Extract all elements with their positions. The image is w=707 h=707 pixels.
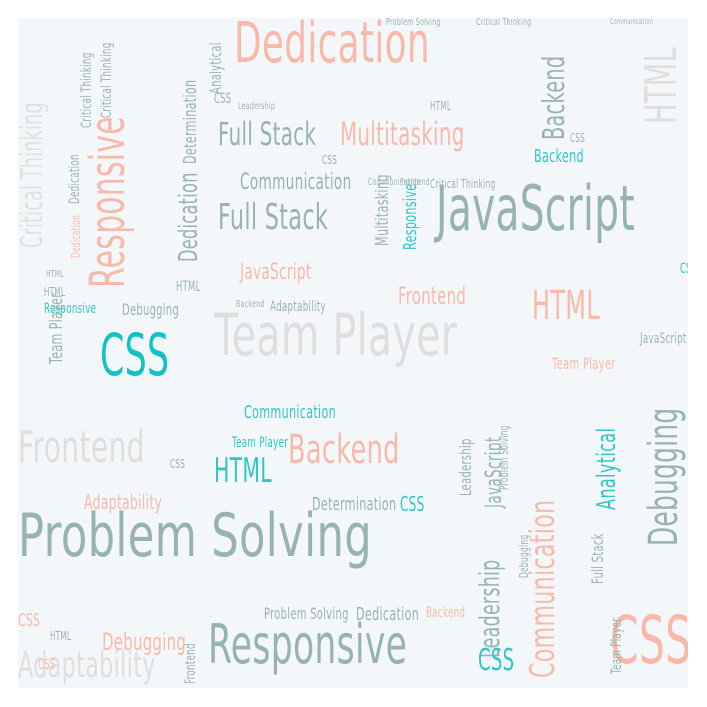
word-analytical-2: Analytical <box>206 42 225 94</box>
word-css-3: CSS <box>214 91 232 107</box>
word-css-9: CSS <box>322 153 338 167</box>
word-frontend-3: Frontend <box>400 177 430 188</box>
word-backend-3: Backend <box>534 146 584 167</box>
word-html-4: HTML <box>44 285 66 299</box>
word-css-left: CSS <box>100 321 170 389</box>
word-analytical-vertical: Analytical <box>592 427 622 510</box>
word-dedication-4: Dedication <box>67 154 83 204</box>
word-html-7: HTML <box>46 269 64 280</box>
word-html-2: HTML <box>214 451 272 491</box>
word-backend-vertical: Backend <box>537 55 572 140</box>
word-communication-vertical: Communication <box>523 499 563 678</box>
word-critical-thinking-vertical-2: Critical Thinking <box>79 52 95 128</box>
word-problem-solving: Problem Solving <box>18 501 372 571</box>
word-communication-2: Communication <box>244 402 336 423</box>
word-leadership-3: Leadership <box>238 101 276 112</box>
word-css-10: CSS <box>570 131 586 145</box>
word-problem-solving-3: Problem Solving <box>386 18 441 28</box>
word-css-5: CSS <box>400 492 425 516</box>
word-responsive-bottom: Responsive <box>208 613 408 676</box>
word-css-7: CSS <box>170 457 186 471</box>
word-backend-2: Backend <box>426 605 466 621</box>
word-team-player-3: Team Player <box>232 435 289 451</box>
word-adaptability-big: Adaptability <box>18 645 156 686</box>
word-css-4: CSS <box>18 610 41 631</box>
word-javascript-3: JavaScript <box>640 331 687 347</box>
word-team-player-4: Team Player <box>552 354 616 373</box>
word-frontend-vertical: Frontend <box>183 643 199 684</box>
word-debugging-3: Debugging <box>102 628 187 656</box>
word-team-player-bottom-vertical: Team Player <box>609 617 625 674</box>
word-dedication-2: Dedication <box>174 172 204 262</box>
word-problem-solving-vertical: Problem Solving <box>497 425 511 490</box>
word-dedication-big: Dedication <box>234 18 430 76</box>
word-html-5: HTML <box>50 629 72 643</box>
word-team-player-big: Team Player <box>214 301 458 369</box>
word-problem-solving-2: Problem Solving <box>264 604 349 623</box>
word-multitasking: Multitasking <box>340 115 465 153</box>
word-leadership-2: Leadership <box>456 438 475 496</box>
word-css-6: CSS <box>38 657 56 673</box>
word-adaptability-3: Adaptability <box>270 299 326 315</box>
word-javascript-big: JavaScript <box>436 172 635 245</box>
word-critical-thinking-vertical: Critical Thinking <box>18 102 50 248</box>
word-full-stack-2: Full Stack <box>218 197 329 238</box>
word-full-stack-1: Full Stack <box>218 115 317 153</box>
word-responsive-vertical: Responsive <box>80 116 136 288</box>
word-determination-1: Determination <box>312 494 397 515</box>
word-communication-1: Communication <box>240 170 352 195</box>
word-determination-vertical: Determination <box>180 79 201 164</box>
word-critical-thinking-2: Critical Thinking <box>430 177 496 191</box>
word-responsive-vertical-2: Responsive <box>400 183 421 250</box>
word-communication-4: Communication <box>610 18 654 26</box>
word-debugging-vertical: Debugging <box>641 407 687 546</box>
word-adaptability-2: Adaptability <box>84 490 163 514</box>
word-dedication-5: Dedication <box>69 214 83 258</box>
word-backend-1: Backend <box>288 427 400 473</box>
word-critical-thinking-vertical-3: Critical Thinking <box>99 42 115 118</box>
word-javascript-2: JavaScript <box>240 260 312 285</box>
word-css-bottom-right: CSS <box>610 602 688 679</box>
word-html-top-right: HTML <box>636 46 687 124</box>
word-html-6: HTML <box>430 99 452 113</box>
word-html-3: HTML <box>176 279 201 295</box>
word-debugging-vertical-2: Debugging <box>517 534 531 578</box>
word-critical-thinking-3: Critical Thinking <box>476 18 532 28</box>
word-css-2: CSS <box>478 643 515 678</box>
word-html-1: HTML <box>532 283 600 329</box>
word-backend-4: Backend <box>236 299 265 310</box>
word-frontend-big: Frontend <box>18 422 145 473</box>
word-cloud: Problem Solving Team Player Dedication J… <box>18 18 688 688</box>
word-dedication-3: Dedication <box>356 604 420 625</box>
word-debugging-2: Debugging <box>122 300 180 319</box>
word-full-stack-vertical: Full Stack <box>588 533 607 584</box>
word-frontend-2: Frontend <box>398 282 467 310</box>
word-css-8: CSS <box>680 261 688 277</box>
word-communication-3: Communication <box>368 177 421 188</box>
word-responsive-2: Responsive <box>44 301 97 317</box>
